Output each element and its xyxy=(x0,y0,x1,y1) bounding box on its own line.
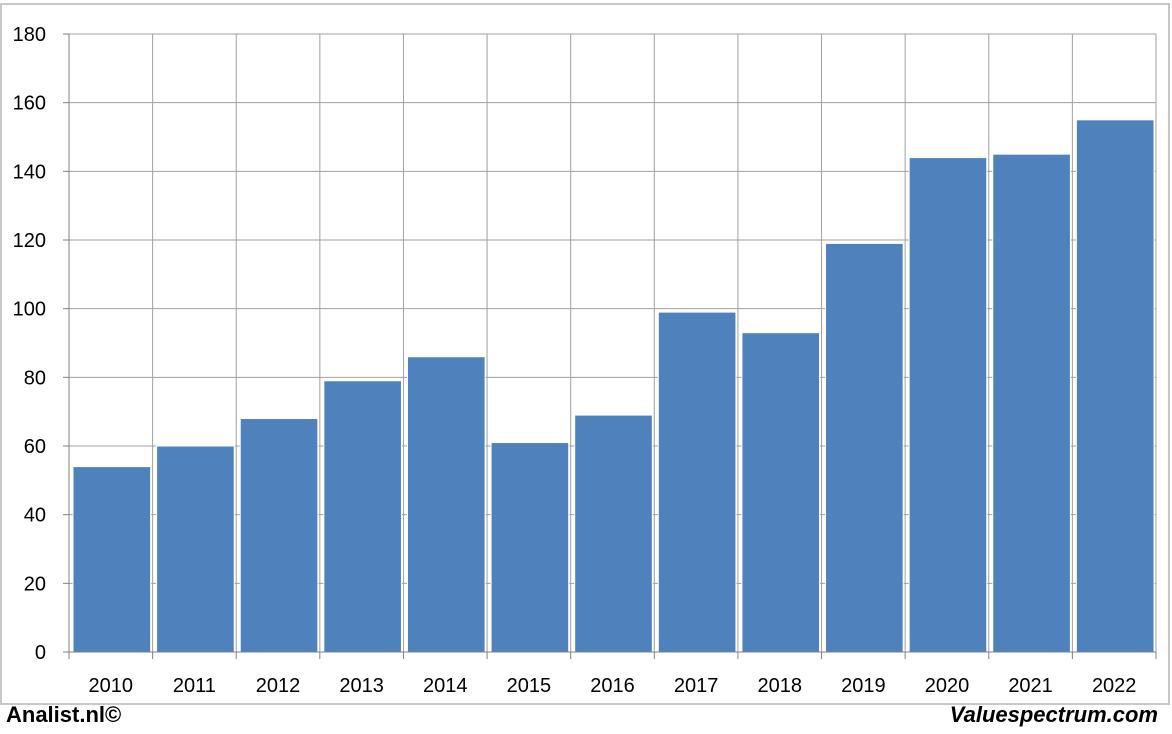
y-tick-label: 120 xyxy=(13,230,46,252)
axes xyxy=(63,33,1157,659)
x-tick-label: 2015 xyxy=(507,675,552,697)
x-tick-label: 2019 xyxy=(841,675,886,697)
x-tick-label: 2010 xyxy=(89,675,134,697)
x-tick-label: 2016 xyxy=(590,675,635,697)
x-tick-label: 2012 xyxy=(256,675,301,697)
bar-2022 xyxy=(1075,119,1155,653)
bar-2012 xyxy=(239,418,319,653)
y-tick-label: 80 xyxy=(24,367,46,389)
bar-2015 xyxy=(490,442,570,653)
x-tick-label: 2018 xyxy=(757,675,802,697)
y-tick-label: 0 xyxy=(35,642,46,664)
x-tick-label: 2017 xyxy=(674,675,719,697)
bar-2021 xyxy=(992,153,1071,653)
bar-2011 xyxy=(156,445,235,653)
y-tick-label: 60 xyxy=(24,436,46,458)
x-tick-label: 2014 xyxy=(423,675,468,697)
bar-2017 xyxy=(657,311,737,653)
x-tick-label: 2020 xyxy=(925,675,970,697)
bar-2020 xyxy=(908,157,988,653)
bar-2016 xyxy=(574,414,653,653)
x-tick-labels: 2010 2011 2012 2013 2014 2015 2016 2017 2018 2019… xyxy=(89,675,1137,697)
bar-2014 xyxy=(406,356,486,653)
x-tick-label: 2021 xyxy=(1008,675,1053,697)
bars xyxy=(72,119,1155,653)
y-tick-label: 40 xyxy=(24,505,46,527)
bar-2018 xyxy=(741,332,821,653)
bar-2019 xyxy=(825,242,904,653)
y-tick-label: 180 xyxy=(13,24,46,46)
y-tick-label: 100 xyxy=(13,299,46,321)
source-credit-left: Analist.nl© xyxy=(6,702,122,727)
y-tick-label: 140 xyxy=(13,161,46,183)
bar-2013 xyxy=(323,380,402,653)
y-tick-label: 20 xyxy=(24,573,46,595)
x-tick-label: 2011 xyxy=(173,675,216,697)
x-tick-label: 2022 xyxy=(1092,675,1137,697)
source-credit-right: Valuespectrum.com xyxy=(949,702,1158,727)
y-tick-label: 160 xyxy=(13,93,46,115)
bar-2010 xyxy=(72,466,152,653)
y-tick-labels: 0 20 40 60 80 100 120 140 160 180 xyxy=(13,24,46,664)
x-tick-label: 2013 xyxy=(339,675,384,697)
